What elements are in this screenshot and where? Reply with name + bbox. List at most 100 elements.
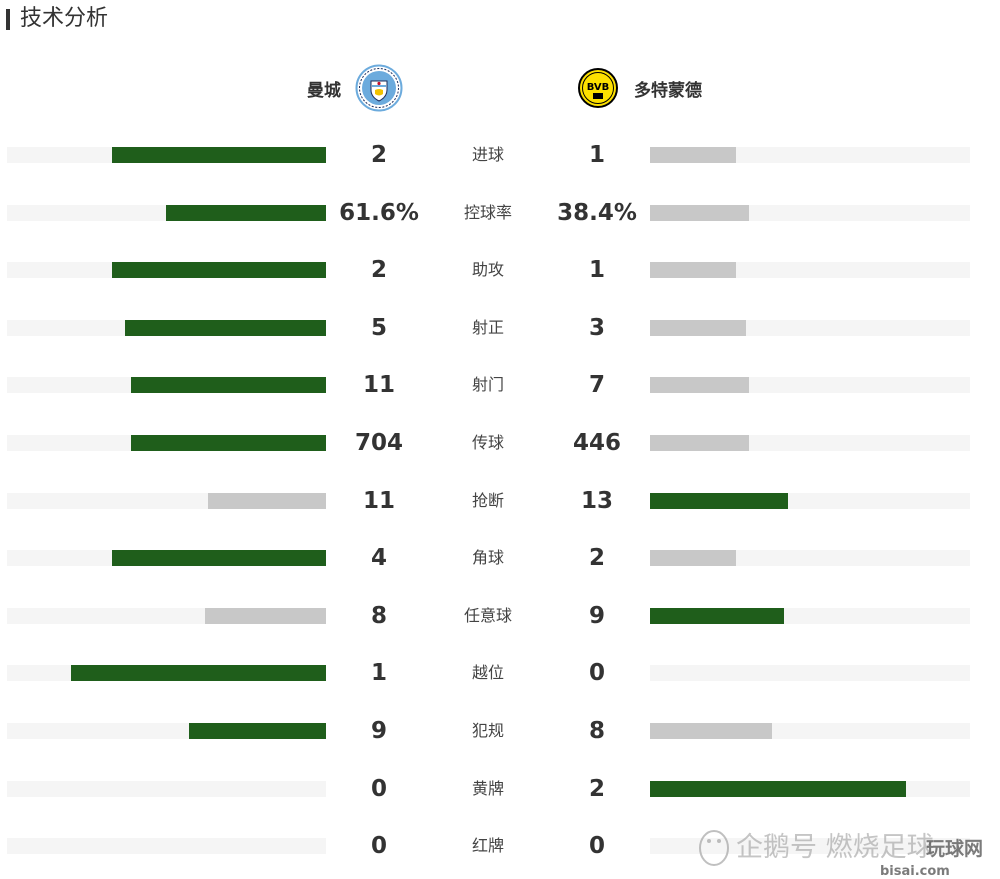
away-bar-track — [650, 723, 970, 739]
home-stat-value: 2 — [370, 142, 387, 168]
home-bar-track — [7, 608, 326, 624]
stat-label: 犯规 — [471, 721, 504, 740]
away-bar-fill — [650, 435, 749, 451]
away-bar-track — [650, 320, 970, 336]
home-stat-value: 8 — [370, 603, 387, 629]
away-stat-value: 8 — [588, 718, 605, 744]
away-bar-track — [650, 262, 970, 278]
away-stat-value: 38.4% — [557, 200, 637, 226]
section-header: 技术分析 — [0, 0, 1000, 40]
home-stat-value: 1 — [370, 660, 387, 686]
away-bar-fill — [650, 550, 736, 566]
stat-label: 控球率 — [463, 203, 512, 222]
home-bar-track — [7, 550, 326, 566]
stat-row: 11 抢断 13 — [0, 488, 1000, 514]
home-stat-value: 61.6% — [339, 200, 419, 226]
stat-row: 4 角球 2 — [0, 545, 1000, 571]
stat-row: 8 任意球 9 — [0, 603, 1000, 629]
away-stat-value: 1 — [588, 257, 605, 283]
away-bar-track — [650, 838, 970, 854]
home-stat-value: 11 — [362, 372, 395, 398]
away-bar-track — [650, 435, 970, 451]
stat-row: 9 犯规 8 — [0, 718, 1000, 744]
home-bar-track — [7, 781, 326, 797]
home-bar-track — [7, 320, 326, 336]
home-stat-value: 4 — [370, 545, 387, 571]
stat-label: 黄牌 — [471, 779, 504, 798]
stat-row: 0 红牌 0 — [0, 833, 1000, 859]
stat-label: 红牌 — [471, 836, 504, 855]
away-bar-track — [650, 377, 970, 393]
home-team[interactable]: 曼城 — [307, 64, 403, 112]
home-bar-fill — [112, 147, 326, 163]
home-bar-fill — [205, 608, 326, 624]
away-stat-value: 3 — [588, 315, 605, 341]
away-stat-value: 7 — [588, 372, 605, 398]
home-bar-track — [7, 377, 326, 393]
home-team-name: 曼城 — [307, 80, 341, 101]
away-bar-track — [650, 608, 970, 624]
stat-row: 5 射正 3 — [0, 315, 1000, 341]
away-bar-fill — [650, 205, 749, 221]
away-bar-fill — [650, 262, 736, 278]
away-bar-track — [650, 665, 970, 681]
away-team-name: 多特蒙德 — [634, 80, 702, 101]
away-stat-value: 13 — [580, 488, 613, 514]
home-bar-track — [7, 435, 326, 451]
stat-row: 0 黄牌 2 — [0, 776, 1000, 802]
away-bar-track — [650, 781, 970, 797]
home-bar-fill — [208, 493, 326, 509]
stat-label: 助攻 — [471, 260, 504, 279]
away-bar-fill — [650, 320, 746, 336]
home-bar-track — [7, 665, 326, 681]
away-bar-fill — [650, 781, 906, 797]
away-team[interactable]: BVB 多特蒙德 — [578, 64, 702, 112]
home-bar-track — [7, 262, 326, 278]
stat-row: 1 越位 0 — [0, 660, 1000, 686]
home-bar-track — [7, 838, 326, 854]
away-bar-track — [650, 550, 970, 566]
away-bar-fill — [650, 377, 749, 393]
away-bar-fill — [650, 147, 736, 163]
home-bar-track — [7, 493, 326, 509]
home-bar-track — [7, 723, 326, 739]
home-bar-track — [7, 147, 326, 163]
header-accent-bar — [6, 9, 10, 30]
stat-row: 2 进球 1 — [0, 142, 1000, 168]
stat-label: 射门 — [471, 375, 504, 394]
stat-label: 越位 — [471, 663, 504, 682]
stat-label: 传球 — [471, 433, 504, 452]
home-stat-value: 11 — [362, 488, 395, 514]
home-stat-value: 2 — [370, 257, 387, 283]
home-bar-fill — [125, 320, 326, 336]
home-bar-fill — [131, 377, 326, 393]
away-stat-value: 2 — [588, 776, 605, 802]
away-bar-track — [650, 493, 970, 509]
home-stat-value: 5 — [370, 315, 387, 341]
stat-row: 61.6% 控球率 38.4% — [0, 200, 1000, 226]
away-stat-value: 0 — [588, 660, 605, 686]
stat-label: 任意球 — [463, 606, 512, 625]
away-stat-value: 9 — [588, 603, 605, 629]
stat-label: 角球 — [471, 548, 504, 567]
away-stat-value: 1 — [588, 142, 605, 168]
home-bar-fill — [189, 723, 326, 739]
home-bar-track — [7, 205, 326, 221]
watermark-site-url: bisai.com — [880, 864, 950, 879]
stat-row: 11 射门 7 — [0, 372, 1000, 398]
home-bar-fill — [71, 665, 326, 681]
home-stat-value: 0 — [370, 833, 387, 859]
away-bar-fill — [650, 723, 772, 739]
home-stat-value: 0 — [370, 776, 387, 802]
home-bar-fill — [112, 262, 326, 278]
away-stat-value: 446 — [572, 430, 621, 456]
stat-row: 704 传球 446 — [0, 430, 1000, 456]
home-stat-value: 9 — [370, 718, 387, 744]
away-bar-track — [650, 205, 970, 221]
home-bar-fill — [166, 205, 326, 221]
man-city-crest-icon — [355, 64, 403, 112]
stat-row: 2 助攻 1 — [0, 257, 1000, 283]
stat-label: 射正 — [471, 318, 504, 337]
stat-label: 进球 — [471, 145, 504, 164]
stat-label: 抢断 — [471, 491, 504, 510]
